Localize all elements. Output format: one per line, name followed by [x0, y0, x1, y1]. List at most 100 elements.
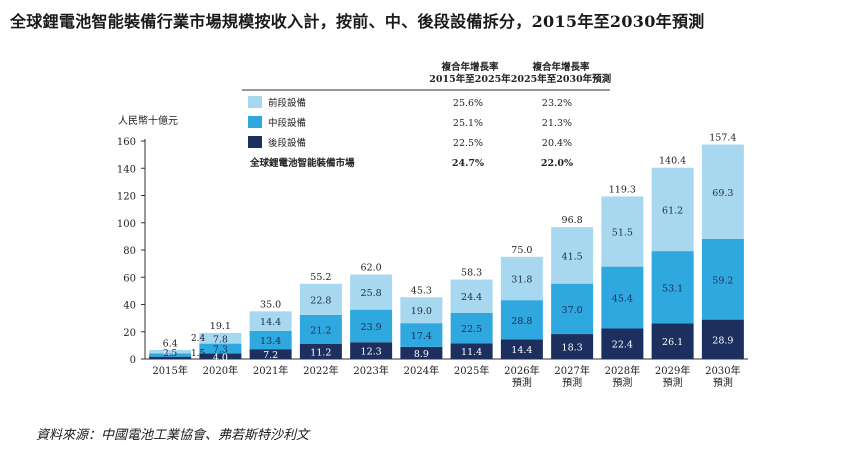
total-label: 55.2 [310, 272, 331, 283]
total-label: 119.3 [609, 184, 636, 195]
total-label: 62.0 [361, 263, 382, 274]
data-label-front: 14.4 [260, 317, 281, 328]
total-label: 6.4 [163, 338, 178, 349]
bar-segment-mid [149, 353, 192, 357]
data-label-mid: 22.5 [461, 324, 482, 335]
total-label: 157.4 [709, 133, 736, 144]
x-tick-label: 2030年 [705, 364, 740, 377]
x-tick-label: 預測 [562, 376, 582, 389]
bar-segment-front [299, 283, 342, 315]
data-label-mid: 7.3 [213, 345, 228, 356]
bar-segment-front [701, 144, 744, 239]
data-label-back: 4.0 [213, 352, 228, 363]
x-tick-label: 預測 [663, 376, 683, 389]
data-label-back: 12.3 [361, 347, 382, 358]
x-tick-label: 2020年 [203, 364, 238, 377]
bar-segment-back [149, 356, 192, 359]
data-label-mid: 21.2 [310, 325, 331, 336]
total-label: 140.4 [659, 156, 686, 167]
y-tick-label: 120 [117, 192, 136, 203]
bar-segment-back [500, 339, 543, 359]
y-tick-label: 20 [123, 328, 136, 339]
data-label-back: 14.4 [511, 345, 532, 356]
x-tick-label: 2015年 [152, 364, 187, 377]
data-label-front: 19.0 [411, 306, 432, 317]
bar-segment-front [601, 196, 644, 267]
x-tick-label: 2021年 [253, 364, 288, 377]
data-label-mid: 53.1 [662, 283, 683, 294]
cagr-value-1: 25.1% [453, 118, 483, 129]
cagr-value-2: 23.2% [542, 98, 572, 109]
bar-segment-front [149, 350, 192, 354]
data-label-mid: 28.8 [511, 316, 532, 327]
data-label-back: 11.2 [310, 347, 331, 358]
bar-segment-front [400, 297, 443, 324]
cagr-value-2: 21.3% [542, 118, 572, 129]
bar-segment-back [601, 328, 644, 359]
cagr-value-1: 24.7% [452, 158, 484, 169]
data-label-front: 7.8 [213, 334, 228, 345]
y-tick-label: 40 [123, 301, 136, 312]
x-tick-label: 預測 [713, 376, 733, 389]
x-tick-label: 2022年 [303, 364, 338, 377]
cagr-value-2: 20.4% [542, 138, 572, 149]
data-label-back: 22.4 [612, 340, 633, 351]
cagr-header-2: 複合年增長率 [531, 61, 590, 73]
bar-segment-front [249, 311, 292, 331]
x-tick-label: 2027年 [554, 364, 589, 377]
bar-segment-front [199, 332, 242, 344]
bar-segment-front [551, 227, 594, 284]
x-tick-label: 2025年 [454, 364, 489, 377]
legend-label: 中段設備 [268, 117, 306, 129]
y-tick-label: 160 [117, 137, 136, 148]
bar-segment-mid [400, 323, 443, 347]
y-tick-label: 60 [123, 273, 136, 284]
data-label-front: 22.8 [310, 295, 331, 306]
bar-segment-back [350, 342, 393, 359]
x-tick-label: 預測 [612, 376, 632, 389]
data-label-mid: 13.4 [260, 336, 281, 347]
bar-segment-mid [299, 314, 342, 344]
legend-label: 前段設備 [268, 97, 306, 109]
bar-segment-front [500, 256, 543, 301]
bar-segment-mid [701, 238, 744, 320]
x-tick-label: 預測 [512, 376, 532, 389]
data-label-front: 31.8 [511, 274, 532, 285]
bar-segment-back [299, 343, 342, 359]
bar-segment-mid [199, 343, 242, 354]
legend-label-total: 全球鋰電池智能裝備市場 [249, 157, 355, 169]
bar-segment-back [400, 346, 443, 359]
data-label-mid: 17.4 [411, 331, 432, 342]
total-label: 96.8 [562, 215, 583, 226]
data-label-back: 8.9 [414, 349, 429, 360]
cagr-value-1: 25.6% [453, 98, 483, 109]
legend-swatch [248, 136, 262, 148]
y-tick-label: 140 [117, 164, 136, 175]
x-tick-label: 2023年 [353, 364, 388, 377]
bar-segment-back [651, 323, 694, 359]
bar-segment-mid [249, 330, 292, 350]
data-label-back: 26.1 [662, 337, 683, 348]
cagr-value-1: 22.5% [453, 138, 483, 149]
data-label-mid: 37.0 [562, 305, 583, 316]
total-label: 35.0 [260, 299, 281, 310]
data-label-front: 41.5 [562, 251, 583, 262]
bar-segment-mid [350, 309, 393, 343]
data-label-mid: 59.2 [712, 275, 733, 286]
bar-segment-back [199, 353, 242, 359]
y-axis-label: 人民幣十億元 [118, 114, 178, 127]
data-label-back: 1.7 [162, 348, 177, 358]
data-label-mid: 45.4 [612, 294, 633, 305]
bar-segment-mid [500, 300, 543, 340]
bar-segment-mid [450, 312, 493, 344]
x-tick-label: 2024年 [404, 364, 439, 377]
data-label-mid-2015-b: 2.5 [163, 349, 178, 359]
bar-segment-back [701, 319, 744, 359]
bar-segment-back [450, 343, 493, 359]
data-label-back: 11.4 [461, 347, 482, 358]
data-label-front: 61.2 [662, 205, 683, 216]
data-label-front: 69.3 [712, 188, 733, 199]
bar-segment-back [551, 334, 594, 359]
data-label-front: 51.5 [612, 228, 633, 239]
